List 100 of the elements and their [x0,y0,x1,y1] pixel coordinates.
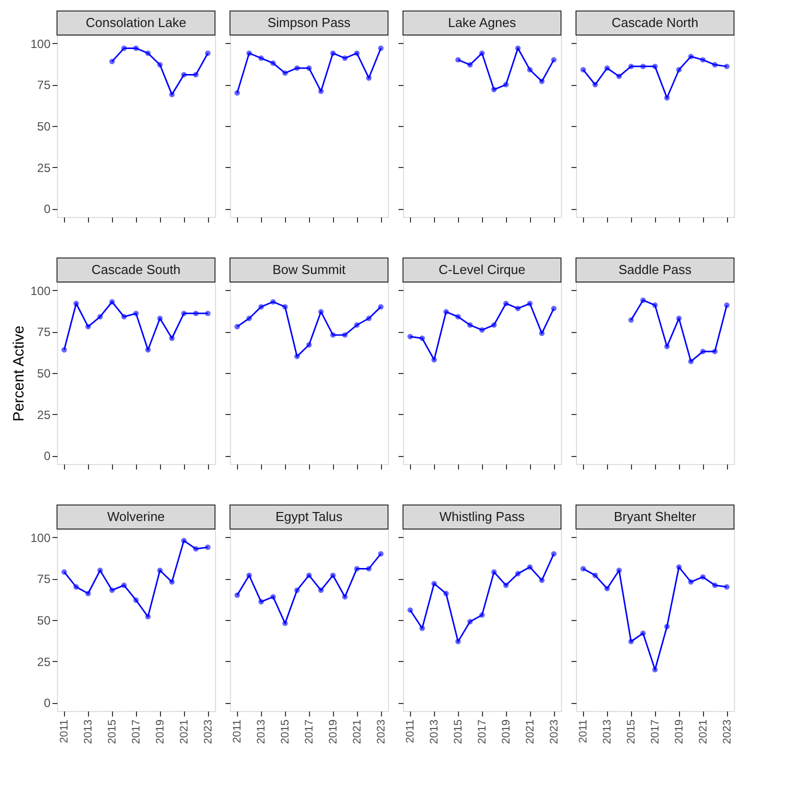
point [479,327,485,333]
point [479,50,485,56]
point [157,568,163,574]
chart-title: Saddle Pass [618,262,692,277]
point [700,57,706,63]
x-tick-label: 2021 [524,720,536,744]
x-tick-label: 2013 [256,720,268,744]
point [169,336,175,341]
point [121,582,127,588]
chart-title: Bow Summit [272,262,346,277]
point [169,579,175,585]
point [306,65,312,71]
point [551,306,557,312]
x-tick-label: 2015 [280,720,292,744]
point [652,666,658,672]
point [515,570,521,576]
y-tick-label: 50 [37,614,51,628]
point [306,572,312,578]
y-tick-label: 25 [37,408,51,422]
x-tick-label: 2011 [578,720,590,744]
y-axis-title: Percent Active [10,326,28,422]
x-tick-label: 2013 [428,720,441,744]
point [431,357,437,362]
point [551,57,557,63]
chart-title: Bryant Shelter [614,509,697,524]
y-tick-label: 100 [30,284,51,298]
point [580,566,586,572]
point [640,297,646,303]
point [527,564,533,570]
point [294,65,300,71]
point [97,568,103,574]
point [366,316,372,322]
point [688,358,694,364]
point [419,336,425,341]
x-tick-label: 2017 [650,720,662,744]
point [205,544,211,550]
x-tick-label: 2019 [154,720,166,744]
point [258,304,264,310]
x-tick-label: 2019 [327,720,340,744]
point [157,62,163,68]
point [676,316,682,322]
chart-title: Wolverine [107,509,165,524]
y-tick-label: 75 [37,78,51,92]
x-tick-label: 2015 [452,720,465,744]
point [616,568,622,574]
point [145,614,151,620]
point [318,587,324,593]
point [467,322,473,328]
y-tick-label: 100 [30,36,51,51]
point [133,597,139,603]
point [515,46,521,51]
point [455,638,461,644]
point [157,316,163,322]
point [282,620,288,626]
point [193,310,199,316]
point [61,347,67,353]
point [181,72,187,78]
point [306,342,312,348]
point [354,322,360,328]
x-tick-label: 2023 [202,720,214,744]
point [443,309,449,315]
point [366,75,372,81]
x-tick-label: 2019 [500,720,512,744]
point [616,74,622,80]
point [724,302,730,308]
point [676,564,682,570]
point [688,579,694,585]
point [455,57,461,63]
chart-title: Egypt Talus [276,509,343,524]
point [580,67,586,72]
point [294,587,300,593]
x-tick-label: 2023 [721,720,734,744]
y-tick-label: 25 [37,160,51,175]
x-tick-label: 2013 [602,720,614,744]
point [181,538,187,544]
point [205,310,211,316]
point [270,594,276,600]
point [234,592,240,598]
point [640,630,646,636]
point [121,314,127,320]
point [97,314,103,320]
point [73,584,79,590]
point [109,299,115,305]
point [676,67,682,72]
point [628,317,634,323]
point [258,55,264,61]
point [467,618,473,624]
point [73,300,79,306]
point [342,332,348,338]
x-tick-label: 2023 [548,720,560,744]
point [342,55,348,61]
point [592,82,598,88]
point [515,306,521,312]
point [491,569,497,575]
point [664,624,670,630]
x-tick-label: 2021 [351,720,364,744]
point [133,310,139,316]
point [628,638,634,644]
point [193,72,199,78]
point [234,90,240,96]
